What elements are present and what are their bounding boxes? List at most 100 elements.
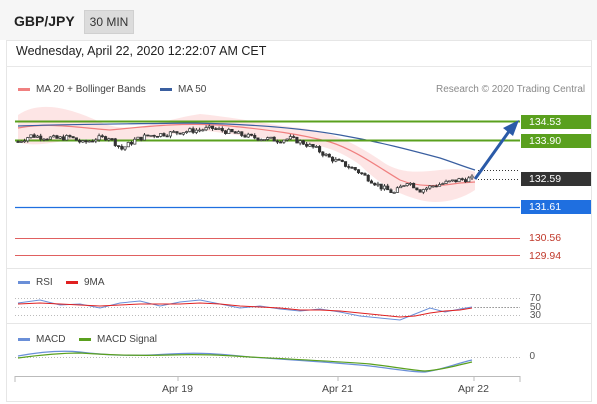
candle-body [58, 136, 62, 139]
candle-body [178, 132, 182, 135]
candle-body [428, 185, 432, 189]
pair-title: GBP/JPY [14, 13, 75, 29]
candle-body [392, 192, 396, 194]
candle-body [52, 135, 56, 138]
candle-body [227, 129, 231, 134]
header-divider [6, 66, 592, 67]
research-credit: Research © 2020 Trading Central [436, 84, 586, 95]
candle-body [217, 128, 221, 130]
ma20-swatch-icon [18, 88, 30, 91]
candle-body [288, 136, 292, 140]
candle-body [441, 183, 445, 185]
macd-swatch-icon [18, 338, 30, 341]
candle-body [123, 146, 127, 150]
candle-body [356, 169, 361, 174]
candle-body [460, 178, 464, 180]
candle-body [45, 138, 49, 141]
candle-body [360, 172, 364, 175]
candle-body [266, 137, 270, 140]
candle-body [142, 134, 147, 141]
candle-body [301, 140, 305, 145]
rsi-9ma-line [17, 302, 473, 318]
candle-body [421, 189, 425, 193]
candle-body [48, 136, 52, 140]
price-label-s3: 129.94 [529, 250, 562, 262]
price-label-s2: 130.56 [529, 232, 562, 244]
candle-body [314, 146, 318, 148]
legend-rsi-label: RSI [36, 277, 53, 288]
candle-body [438, 184, 442, 187]
chart-panel [6, 40, 592, 402]
macd-level-0: 0 [529, 351, 535, 362]
bollinger-band-area [18, 106, 475, 202]
candle-body [110, 138, 114, 140]
price-tag-current: 132.59 [521, 172, 591, 186]
candle-body [450, 179, 455, 182]
projection-arrow-line [473, 129, 512, 180]
candle-body [340, 159, 344, 162]
legend-ma50-label: MA 50 [178, 84, 207, 95]
candle-body [236, 131, 241, 134]
candle-body [425, 187, 429, 190]
candle-body [292, 136, 296, 138]
candle-body [467, 177, 471, 183]
candle-body [113, 138, 117, 146]
candle-body [447, 180, 451, 183]
candle-body [350, 167, 354, 169]
legend-9ma-label: 9MA [84, 277, 105, 288]
candle-body [136, 136, 140, 140]
candle-body [253, 135, 257, 139]
candle-body [191, 128, 195, 133]
candle-body [311, 144, 315, 148]
candle-body [116, 145, 121, 147]
rsi-swatch-icon [18, 281, 30, 284]
candle-body [256, 137, 260, 141]
macd-separator [6, 323, 592, 324]
projection-arrow-head-icon [503, 120, 519, 136]
candle-body [269, 136, 273, 139]
candle-body [198, 129, 202, 132]
candle-body [243, 135, 247, 138]
candle-body [104, 136, 108, 141]
candle-body [162, 133, 166, 137]
candle-body [259, 139, 263, 141]
candle-body [272, 136, 276, 142]
candle-body [343, 161, 348, 167]
candle-body [240, 131, 244, 136]
candle-body [97, 135, 101, 141]
candle-body [22, 140, 27, 143]
candle-body [295, 136, 299, 144]
candle-body [279, 141, 283, 144]
candle-body [327, 153, 331, 158]
candle-body [78, 139, 82, 143]
candle-body [185, 131, 189, 133]
ma20-line [17, 123, 476, 187]
candle-body [376, 183, 380, 186]
legend-9ma: 9MA [66, 277, 105, 288]
candle-body [230, 129, 234, 133]
datetime-label: Wednesday, April 22, 2020 12:22:07 AM CE… [16, 44, 267, 58]
candle-body [214, 128, 218, 130]
candle-body [155, 135, 159, 138]
candle-body [369, 180, 374, 184]
rsi-level-50: 50 [529, 302, 541, 313]
candle-body [61, 136, 65, 141]
candle-body [129, 142, 134, 145]
candle-body [395, 187, 399, 193]
candle-body [324, 153, 328, 156]
timeframe-button[interactable]: 30 MIN [84, 10, 134, 34]
candle-body [100, 135, 104, 138]
price-tag-s1: 131.61 [521, 200, 591, 214]
candle-body [194, 129, 198, 133]
candle-body [181, 132, 185, 135]
rsi-separator [6, 268, 592, 269]
9ma-swatch-icon [66, 281, 78, 284]
candle-body [107, 138, 111, 141]
candle-body [168, 131, 172, 137]
candle-body [285, 138, 289, 141]
candle-body [386, 185, 390, 191]
candle-body [159, 133, 163, 137]
candle-body [399, 185, 403, 189]
ma50-line [17, 122, 476, 171]
